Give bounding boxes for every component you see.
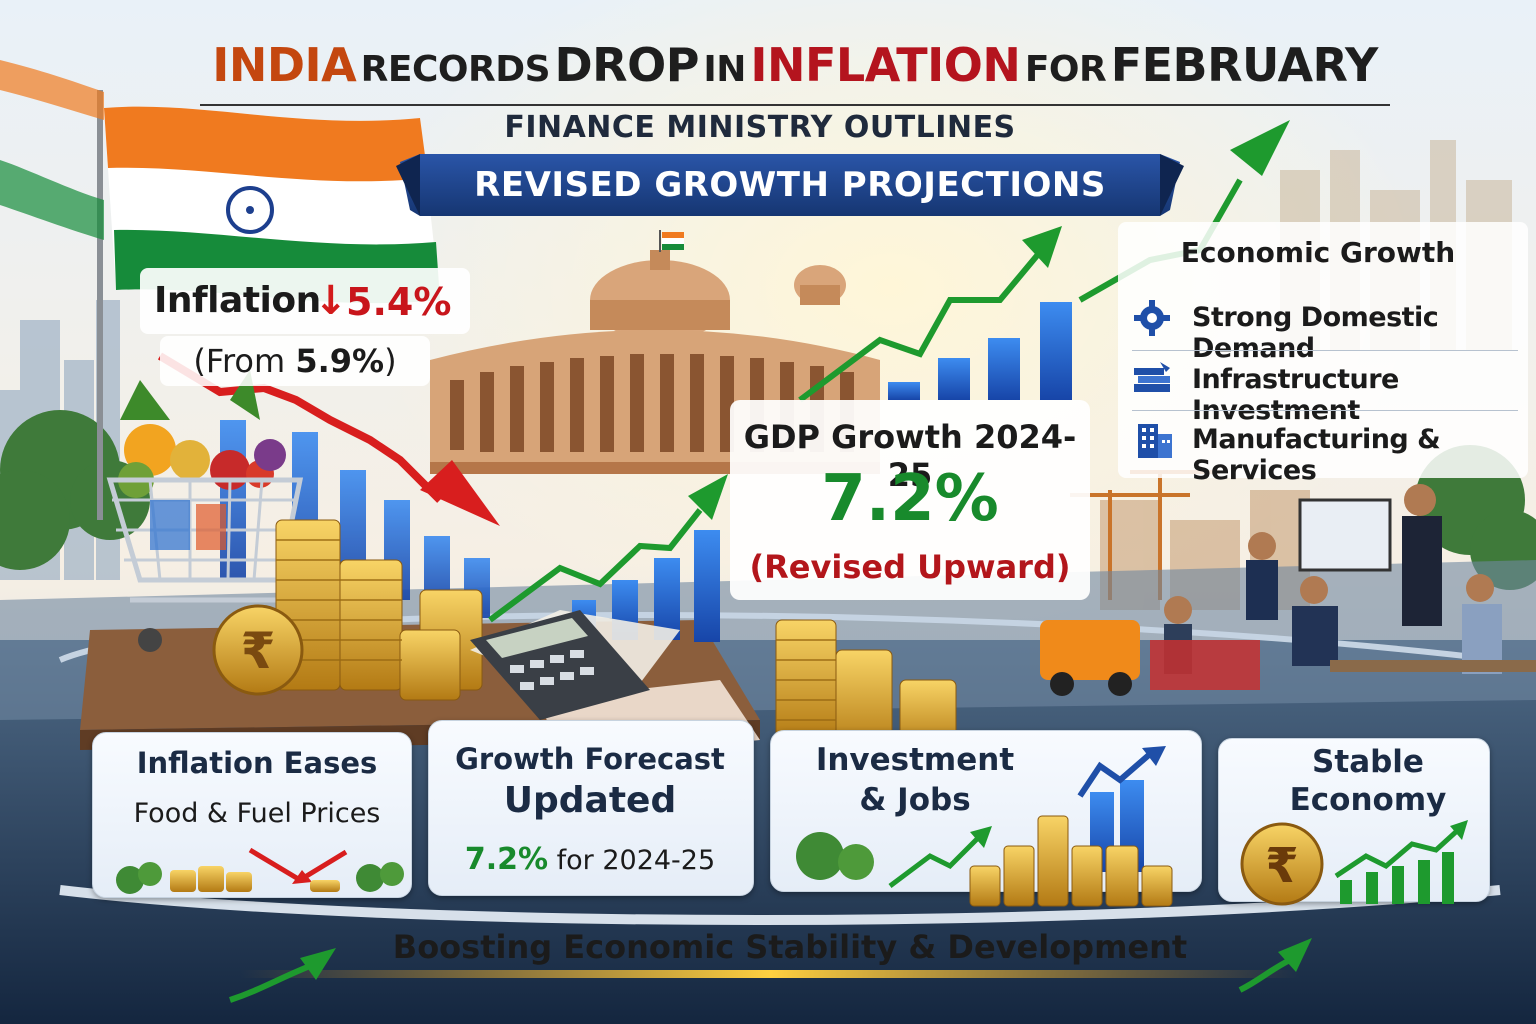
subheadline-line1: FINANCE MINISTRY OUTLINES	[504, 110, 1016, 145]
card-growth-forecast-period: for 2024-25	[548, 845, 716, 876]
svg-text:₹: ₹	[1265, 838, 1298, 894]
headline-drop: DROP	[554, 38, 700, 92]
headline-in: IN	[703, 49, 746, 90]
card-growth-forecast-value: 7.2% for 2024-25	[428, 842, 752, 877]
footer-tagline: Boosting Economic Stability & Developmen…	[392, 928, 1188, 966]
investment-chart-illustration	[796, 746, 1173, 907]
divider	[1132, 350, 1518, 351]
down-arrow-icon: ↓	[314, 278, 348, 324]
card-growth-forecast-title: Growth Forecast	[455, 742, 725, 776]
card-growth-forecast-percent: 7.2%	[464, 842, 549, 877]
gdp-note: (Revised Upward)	[749, 548, 1071, 586]
gdp-label: GDP Growth 2024-25	[743, 418, 1077, 494]
coins-plants-illustration	[116, 847, 404, 894]
card-investment-jobs-title2: & Jobs	[859, 782, 971, 818]
headline-inflation: INFLATION	[750, 38, 1021, 92]
rupee-coin-growth-illustration: ₹	[1240, 820, 1468, 906]
headline-india: INDIA	[212, 38, 357, 92]
card-inflation-eases-subtitle: Food & Fuel Prices	[133, 798, 381, 829]
card-inflation-eases-title: Inflation Eases	[136, 746, 378, 780]
economic-growth-item: Strong Domestic Demand	[1192, 302, 1439, 364]
headline: INDIA RECORDS DROP IN INFLATION FOR FEBR…	[200, 26, 1390, 106]
headline-for: FOR	[1024, 49, 1107, 90]
gdp-value: 7.2%	[821, 462, 999, 536]
inflation-value: 5.4%	[346, 280, 452, 324]
economic-growth-item: Manufacturing & Services	[1192, 424, 1441, 486]
inflation-from-suffix: )	[384, 342, 397, 380]
card-stable-economy-title: Stable	[1312, 744, 1424, 780]
economic-growth-title: Economic Growth	[1180, 236, 1456, 269]
inflation-callout	[140, 268, 470, 334]
subheadline-banner: REVISED GROWTH PROJECTIONS	[474, 165, 1106, 205]
inflation-previous: (From 5.9%)	[160, 336, 430, 386]
inflation-label: Inflation	[154, 280, 321, 321]
economic-growth-item: Infrastructure Investment	[1192, 364, 1399, 426]
svg-text:₹: ₹	[241, 622, 276, 680]
card-growth-forecast	[428, 720, 754, 896]
inflation-from-value: 5.9%	[295, 342, 385, 380]
card-investment-jobs-title: Investment	[815, 742, 1015, 778]
gdp-callout	[730, 400, 1090, 600]
inflation-from-prefix: (From	[193, 342, 296, 380]
building-icon	[1138, 424, 1172, 458]
headline-february: FEBRUARY	[1110, 38, 1379, 92]
card-stable-economy-title2: Economy	[1289, 782, 1447, 818]
gear-icon	[1134, 300, 1170, 336]
books-icon	[1134, 362, 1170, 392]
card-growth-forecast-title2: Updated	[503, 780, 677, 821]
headline-records: RECORDS	[360, 49, 551, 90]
divider	[1132, 410, 1518, 411]
